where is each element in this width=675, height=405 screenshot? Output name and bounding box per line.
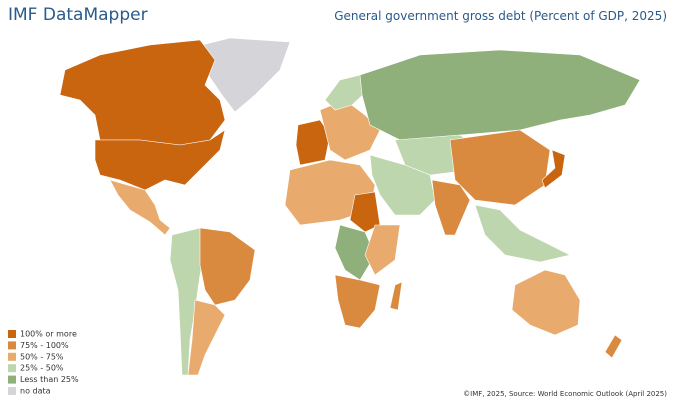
southeast-asia (474, 204, 571, 263)
brazil (199, 227, 256, 306)
legend-swatch (8, 375, 16, 384)
east-africa (364, 224, 401, 276)
sudan (349, 191, 381, 233)
legend-label: Less than 25% (20, 375, 79, 384)
greenland (189, 37, 291, 113)
legend-swatch (8, 341, 16, 350)
new-zealand (604, 334, 623, 359)
russia (359, 49, 641, 141)
title: IMF DataMapper (8, 5, 148, 25)
usa (94, 129, 226, 191)
europe-west (295, 119, 331, 166)
legend-label: 100% or more (20, 330, 77, 339)
canada (59, 39, 226, 146)
legend-swatch (8, 352, 16, 361)
legend-label: 75% - 100% (20, 341, 69, 350)
legend-swatch (8, 387, 16, 395)
china (449, 129, 551, 206)
middle-east (369, 154, 436, 216)
legend-swatch (8, 330, 16, 338)
source: ©IMF, 2025, Source: World Economic Outlo… (463, 390, 667, 398)
argentina (187, 299, 226, 376)
madagascar (389, 281, 403, 311)
australia (511, 269, 581, 336)
legend-label: no data (20, 387, 51, 396)
legend-label: 25% - 50% (20, 364, 64, 373)
legend: 100% or more 75% - 100% 50% - 75% 25% - 50%… (8, 330, 79, 396)
legend-label: 50% - 75% (20, 352, 64, 361)
legend-swatch (8, 364, 16, 373)
japan (541, 149, 566, 189)
subtitle: General government gross debt (Percent o… (334, 9, 667, 23)
southern-africa (334, 274, 381, 329)
india (431, 179, 471, 236)
mexico (109, 179, 171, 236)
world-map (59, 37, 641, 376)
